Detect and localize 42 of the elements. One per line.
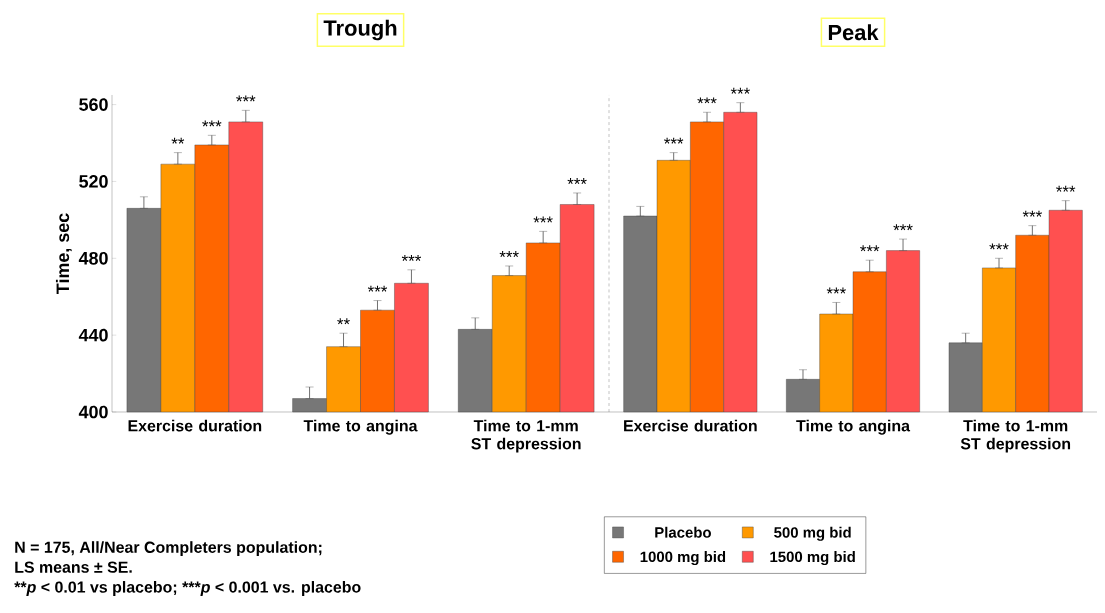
text: ** bbox=[14, 581, 27, 588]
legend-label: Placebo bbox=[655, 526, 711, 538]
chart-title: Peak bbox=[828, 24, 879, 41]
data-label: *** bbox=[236, 95, 256, 102]
legend-label: 1500 mg bid bbox=[770, 551, 855, 566]
data-label: *** bbox=[664, 137, 684, 144]
y-axis-title: Time, sec bbox=[55, 213, 72, 294]
data-label: *** bbox=[826, 287, 846, 294]
data-label: ** bbox=[337, 318, 350, 325]
data-label: *** bbox=[202, 120, 222, 127]
data-label: *** bbox=[401, 254, 422, 261]
data-label: *** bbox=[1056, 185, 1076, 192]
text: p < 0.01 vs placebo; bbox=[26, 581, 177, 596]
data-label: *** bbox=[730, 87, 750, 94]
y-tick-label: 480 bbox=[78, 251, 108, 265]
x-tick-label: Time to angina bbox=[796, 419, 911, 435]
legend-label: 500 mg bid bbox=[774, 526, 851, 541]
x-tick-label: Time to 1-mm ST depression bbox=[960, 419, 1071, 453]
data-label: *** bbox=[499, 251, 519, 258]
text: p < 0.001 vs. placebo bbox=[200, 581, 361, 596]
data-label: *** bbox=[989, 243, 1009, 250]
x-tick-label: Time to 1-mm ST depression bbox=[471, 419, 581, 453]
text: *** bbox=[182, 581, 201, 588]
chart-title: Trough bbox=[323, 19, 397, 41]
x-tick-label: Time to angina bbox=[303, 419, 418, 435]
data-label: *** bbox=[367, 285, 388, 292]
text: N = 175, All/Near Completers population; bbox=[15, 541, 322, 557]
x-tick-label: Exercise duration bbox=[128, 419, 262, 432]
data-label: *** bbox=[1022, 210, 1042, 217]
data-label: *** bbox=[533, 216, 553, 223]
x-tick-label: Exercise duration bbox=[624, 419, 757, 432]
data-label: *** bbox=[893, 224, 913, 231]
data-label: *** bbox=[860, 245, 880, 252]
legend-label: 1000 mg bid bbox=[640, 551, 726, 566]
data-label: ** bbox=[171, 137, 185, 144]
text: LS means ± SE. bbox=[15, 561, 132, 573]
data-label: *** bbox=[697, 97, 717, 104]
data-label: *** bbox=[567, 178, 587, 185]
y-tick-label: 440 bbox=[78, 328, 108, 342]
y-tick-label: 400 bbox=[78, 405, 108, 419]
y-tick-label: 520 bbox=[79, 175, 108, 188]
y-tick-label: 560 bbox=[79, 98, 108, 111]
